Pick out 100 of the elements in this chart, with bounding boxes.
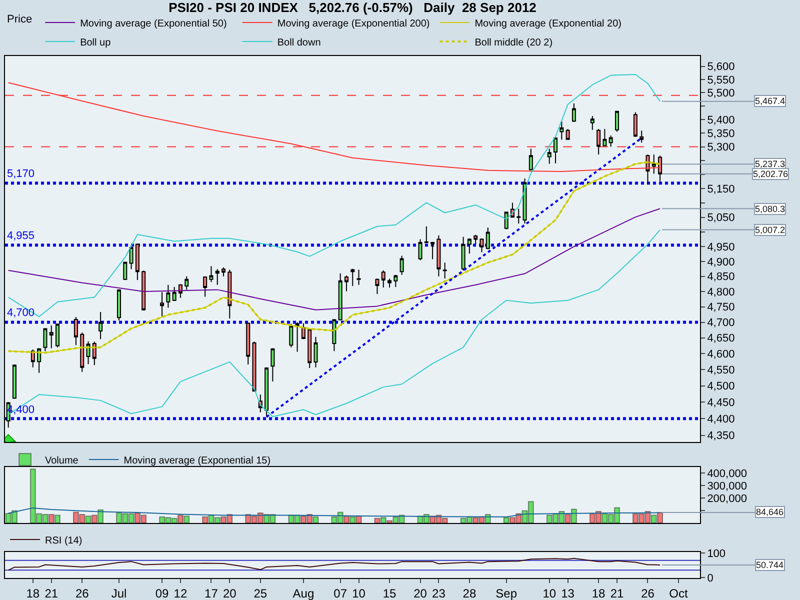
annotation: 5,237.3 [755,159,786,169]
candlestick [486,227,490,250]
annotation: 84,646 [756,507,784,517]
candlestick [332,318,336,352]
candlestick [270,348,275,382]
candlestick [633,112,638,138]
y-tick-label: 4,850 [707,271,735,284]
annotation: 50.744 [756,560,784,570]
candlestick [436,234,441,277]
candlestick [547,148,552,164]
legend-label: Moving average (Exponential 20) [474,18,622,30]
y-tick-label: 300,000 [707,480,747,493]
legend-label: Moving average (Exponential 15) [124,455,271,466]
x-tick-label: 12 [174,586,188,600]
candlestick [142,270,146,311]
legend-label: Boll middle (20 2) [474,37,553,48]
y-tick-label: 5,350 [707,128,735,140]
y-tick-label: 4,700 [707,317,735,330]
y-tick-label: 4,800 [707,286,735,298]
candlestick [49,324,54,349]
candlestick [289,323,294,348]
x-tick-label: 26 [75,586,90,600]
y-tick-label: 0 [707,572,714,584]
line-series [8,558,661,571]
legend-label: Boll up [80,37,112,48]
y-tick-label: 5,500 [707,88,735,100]
y-tick-label: 5,400 [707,114,735,126]
y-tick-label: 4,650 [707,332,735,345]
candlestick [480,238,484,253]
candlestick [246,322,250,365]
candlestick [590,115,594,130]
candlestick [602,128,607,147]
x-tick-label: 18 [592,586,606,600]
line-series [8,507,661,518]
chart-title: PSI20 - PSI 20 INDEX 5,202.76 (-0.57%) Daily 28 Sep 2012 [168,0,536,16]
candlestick [252,341,256,392]
y-tick-label: 4,500 [707,380,735,393]
x-tick-label: 13 [561,586,575,600]
x-tick-label: 17 [204,586,218,600]
x-tick-label: Sep [496,586,518,600]
y-tick-label: 4,750 [707,302,735,314]
candlestick [566,128,570,140]
x-tick-label: 07 [334,586,348,600]
legend-title: Price [7,13,32,26]
candlestick [228,269,232,320]
y-tick-label: 5,300 [707,142,735,154]
candlestick [295,322,300,352]
candlestick [172,286,176,302]
candlestick [12,364,16,400]
x-tick-label: 21 [44,586,58,600]
candlestick [381,270,386,288]
candlestick [375,278,380,294]
y-tick-label: 4,400 [707,413,735,426]
candlestick [640,130,644,144]
candlestick [614,110,620,132]
candlestick [160,292,164,317]
x-tick-label: 15 [382,586,397,600]
y-tick-label: 4,450 [707,396,735,409]
candlestick [344,274,348,292]
y-tick-label: 5,050 [707,212,735,224]
x-tick-label: 10 [352,586,366,600]
annotation: 5,080.3 [755,204,786,214]
candlestick [314,336,318,368]
candlestick [504,211,508,230]
x-tick-label: Aug [292,586,314,600]
candlestick [135,243,140,280]
candlestick [264,366,269,418]
candlestick [98,312,103,340]
annotation: 5,007.2 [755,225,786,235]
y-tick-label: 4,600 [707,348,735,361]
x-tick-label: 21 [610,586,624,600]
x-tick-label: 23 [432,586,446,600]
candlestick [178,284,182,298]
candlestick [184,276,189,290]
candlestick [442,262,447,279]
candlestick [74,316,78,346]
y-tick-label: 4,550 [707,364,735,376]
y-tick-label: 4,350 [707,430,735,442]
y-tick-label: 100 [707,548,726,560]
annotation: 5,467.4 [755,96,786,106]
candlestick [596,128,601,156]
x-tick-label: 10 [542,586,556,600]
y-tick-label: 4,950 [707,241,735,254]
candlestick [467,238,472,254]
x-tick-label: 20 [414,586,428,600]
y-tick-label: 5,600 [707,61,735,74]
candlestick [652,154,656,174]
candlestick [430,241,435,260]
candlestick [516,208,521,224]
candlestick [350,268,355,287]
candlestick [203,276,208,298]
candlestick [658,155,662,182]
candlestick [301,322,306,340]
y-tick-label: 4,900 [707,256,735,268]
ref-line-label: 5,170 [7,168,35,180]
candlestick [461,236,466,272]
candlestick [388,278,392,288]
x-tick-label: 09 [155,586,170,600]
candlestick [572,102,576,122]
candlestick [418,238,422,261]
